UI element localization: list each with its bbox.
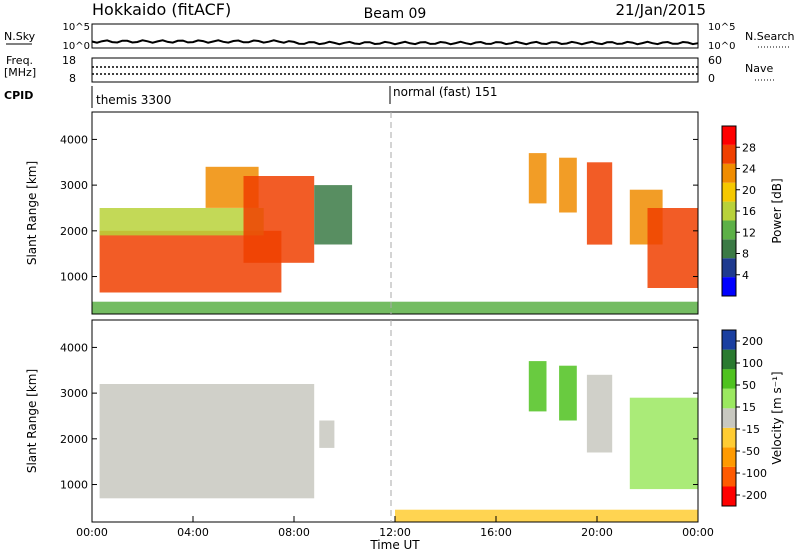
freq-left-tick-low: 8 bbox=[69, 72, 76, 85]
power-echo-cells bbox=[92, 153, 698, 314]
power-colorbar-swatch-3 bbox=[722, 220, 736, 240]
cpid-mode-1: themis 3300 bbox=[96, 93, 171, 107]
velocity-echo-cells bbox=[99, 361, 698, 522]
velocity-colorbar-tick-7: -200 bbox=[742, 489, 767, 502]
power-colorbar-swatch-6 bbox=[722, 163, 736, 183]
velocity-colorbar: 200 100 50 15 -15 -50 -100 -200 Velocity [m s⁻¹… bbox=[721, 329, 784, 507]
velocity-colorbar-tick-6: -100 bbox=[742, 467, 767, 480]
power-colorbar-tick-1: 8 bbox=[742, 248, 749, 261]
xtick-label-1: 04:00 bbox=[177, 526, 209, 539]
date-title: 21/Jan/2015 bbox=[616, 1, 707, 19]
power-colorbar-swatch-2 bbox=[722, 239, 736, 259]
power-colorbar-swatch-0 bbox=[722, 277, 736, 296]
noise-left-label: N.Sky bbox=[4, 30, 36, 43]
power-colorbar-swatch-8 bbox=[722, 126, 736, 145]
echo-region-7 bbox=[586, 162, 613, 245]
velocity-colorbar-tick-4: -15 bbox=[742, 423, 760, 436]
velocity-panel: 1000 2000 3000 4000 Slant Range [km] 00:00 0… bbox=[25, 319, 714, 552]
beam-title: Beam 09 bbox=[364, 6, 427, 22]
velocity-colorbar-tick-3: 15 bbox=[742, 401, 756, 414]
noise-right-tick-high: 10^5 bbox=[708, 22, 735, 33]
velocity-ytick-label-1: 2000 bbox=[60, 433, 88, 446]
velocity-colorbar-swatch-7 bbox=[722, 349, 736, 370]
xtick-label-2: 08:00 bbox=[278, 526, 310, 539]
freq-left-tick-high: 18 bbox=[62, 54, 76, 67]
power-ytick-label-0: 1000 bbox=[60, 271, 88, 284]
echo-region-9 bbox=[647, 208, 698, 288]
nave-right-tick-low: 0 bbox=[708, 72, 715, 85]
velocity-colorbar-swatch-3 bbox=[722, 427, 736, 448]
velocity-colorbar-swatch-4 bbox=[722, 408, 736, 428]
noise-right-tick-low: 10^0 bbox=[708, 41, 735, 52]
echo-region-1 bbox=[319, 420, 335, 448]
power-ytick-label-2: 3000 bbox=[60, 179, 88, 192]
velocity-colorbar-swatch-5 bbox=[722, 388, 736, 409]
xtick-label-0: 00:00 bbox=[76, 526, 108, 539]
velocity-colorbar-tick-0: 200 bbox=[742, 335, 763, 348]
time-ut-xlabel: Time UT bbox=[369, 538, 420, 552]
power-ytick-label-1: 2000 bbox=[60, 225, 88, 238]
power-colorbar-swatch-4 bbox=[722, 201, 736, 221]
power-panel: 1000 2000 3000 4000 Slant Range [km] bbox=[25, 111, 699, 315]
station-title: Hokkaido (fitACF) bbox=[92, 0, 231, 19]
echo-region-3 bbox=[559, 365, 577, 421]
freq-left-label-2: [MHz] bbox=[4, 66, 36, 79]
power-colorbar: 4 8 12 16 20 24 28 Power [dB] bbox=[721, 125, 784, 297]
power-ylabel: Slant Range [km] bbox=[25, 161, 39, 265]
xtick-label-5: 20:00 bbox=[581, 526, 613, 539]
echo-region-10 bbox=[92, 301, 698, 314]
velocity-ytick-label-2: 3000 bbox=[60, 387, 88, 400]
echo-region-6 bbox=[395, 509, 698, 522]
velocity-colorbar-swatch-6 bbox=[722, 369, 736, 389]
noise-right-label: N.Search bbox=[745, 30, 795, 43]
echo-region-4 bbox=[314, 185, 353, 245]
velocity-colorbar-tick-2: 50 bbox=[742, 379, 756, 392]
nave-right-tick-high: 60 bbox=[708, 54, 722, 67]
power-colorbar-swatch-7 bbox=[722, 144, 736, 164]
cpid-panel: CPID themis 3300 normal (fast) 151 bbox=[4, 85, 497, 108]
xtick-label-4: 16:00 bbox=[480, 526, 512, 539]
power-colorbar-tick-0: 4 bbox=[742, 269, 749, 282]
echo-region-5 bbox=[528, 153, 547, 204]
frequency-panel: Freq. [MHz] 18 8 60 0 Nave bbox=[4, 54, 775, 85]
power-colorbar-swatch-5 bbox=[722, 182, 736, 202]
noise-sky-line bbox=[91, 39, 699, 46]
velocity-ytick-label-3: 4000 bbox=[60, 341, 88, 354]
echo-region-2 bbox=[528, 361, 547, 412]
freq-left-label-1: Freq. bbox=[6, 54, 33, 67]
power-colorbar-label: Power [dB] bbox=[770, 178, 784, 243]
echo-region-5 bbox=[629, 397, 698, 490]
velocity-colorbar-label: Velocity [m s⁻¹] bbox=[770, 371, 784, 464]
velocity-ylabel: Slant Range [km] bbox=[25, 369, 39, 473]
echo-region-6 bbox=[559, 157, 577, 213]
power-colorbar-tick-5: 24 bbox=[742, 163, 756, 176]
echo-region-3 bbox=[243, 176, 315, 263]
velocity-ytick-label-0: 1000 bbox=[60, 479, 88, 492]
power-ytick-label-3: 4000 bbox=[60, 133, 88, 146]
velocity-colorbar-swatch-0 bbox=[722, 486, 736, 506]
power-colorbar-tick-2: 12 bbox=[742, 226, 756, 239]
velocity-colorbar-tick-5: -50 bbox=[742, 445, 760, 458]
echo-region-0 bbox=[99, 384, 315, 499]
noise-panel: N.Sky 10^5 10^0 10^5 10^0 N.Search bbox=[4, 22, 795, 52]
velocity-colorbar-swatch-1 bbox=[722, 466, 736, 487]
power-colorbar-tick-6: 28 bbox=[742, 141, 756, 154]
velocity-colorbar-swatch-8 bbox=[722, 330, 736, 350]
cpid-mode-2: normal (fast) 151 bbox=[393, 85, 497, 99]
power-colorbar-tick-4: 20 bbox=[742, 184, 756, 197]
velocity-colorbar-tick-1: 100 bbox=[742, 357, 763, 370]
noise-left-tick-low: 10^0 bbox=[63, 41, 90, 52]
echo-region-1 bbox=[99, 208, 264, 236]
power-colorbar-swatch-1 bbox=[722, 258, 736, 278]
power-colorbar-tick-3: 16 bbox=[742, 205, 756, 218]
velocity-colorbar-swatch-2 bbox=[722, 447, 736, 467]
cpid-label: CPID bbox=[4, 89, 33, 102]
nave-right-label: Nave bbox=[745, 62, 773, 75]
noise-left-tick-high: 10^5 bbox=[63, 22, 90, 33]
echo-region-4 bbox=[586, 374, 613, 453]
xtick-label-6: 00:00 bbox=[682, 526, 714, 539]
xtick-label-3: 12:00 bbox=[379, 526, 411, 539]
